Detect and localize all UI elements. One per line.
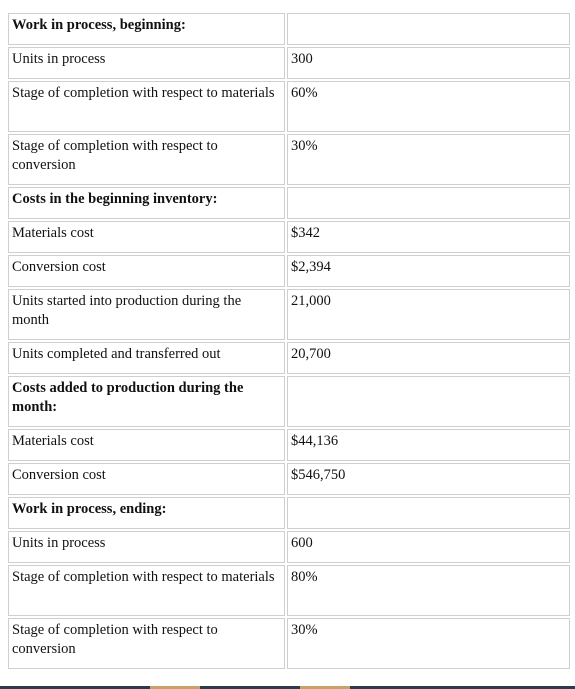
value-cell: $342 xyxy=(286,221,570,253)
value-cell: $44,136 xyxy=(286,429,570,461)
table-row: Stage of completion with respect to mate… xyxy=(8,565,570,616)
label-cell: Stage of completion with respect to mate… xyxy=(8,565,285,616)
value-cell xyxy=(286,376,570,427)
bottom-bar-segment xyxy=(150,686,200,689)
value-cell: 600 xyxy=(286,531,570,563)
section-heading: Costs in the beginning inventory: xyxy=(8,187,285,219)
table-row: Stage of completion with respect to conv… xyxy=(8,134,570,185)
production-data-table: Work in process, beginning: Units in pro… xyxy=(6,11,572,671)
table-row: Stage of completion with respect to mate… xyxy=(8,81,570,132)
value-cell xyxy=(286,187,570,219)
table-row: Materials cost $44,136 xyxy=(8,429,570,461)
table-row: Costs in the beginning inventory: xyxy=(8,187,570,219)
table-row: Work in process, beginning: xyxy=(8,13,570,45)
label-cell: Units in process xyxy=(8,531,285,563)
value-cell xyxy=(286,13,570,45)
label-cell: Conversion cost xyxy=(8,255,285,287)
value-cell: 30% xyxy=(286,134,570,185)
table-row: Units in process 600 xyxy=(8,531,570,563)
table-row: Stage of completion with respect to conv… xyxy=(8,618,570,669)
label-cell: Stage of completion with respect to conv… xyxy=(8,618,285,669)
label-cell: Materials cost xyxy=(8,429,285,461)
value-cell: 80% xyxy=(286,565,570,616)
table-row: Units in process 300 xyxy=(8,47,570,79)
table-row: Conversion cost $2,394 xyxy=(8,255,570,287)
label-cell: Units started into production during the… xyxy=(8,289,285,340)
table-row: Costs added to production during the mon… xyxy=(8,376,570,427)
label-cell: Conversion cost xyxy=(8,463,285,495)
value-cell xyxy=(286,497,570,529)
table-row: Materials cost $342 xyxy=(8,221,570,253)
label-cell: Units in process xyxy=(8,47,285,79)
value-cell: 60% xyxy=(286,81,570,132)
section-heading: Work in process, ending: xyxy=(8,497,285,529)
value-cell: $546,750 xyxy=(286,463,570,495)
label-cell: Materials cost xyxy=(8,221,285,253)
table-row: Units started into production during the… xyxy=(8,289,570,340)
label-cell: Units completed and transferred out xyxy=(8,342,285,374)
bottom-bar-segment xyxy=(300,686,350,689)
table-row: Units completed and transferred out 20,7… xyxy=(8,342,570,374)
table-row: Work in process, ending: xyxy=(8,497,570,529)
label-cell: Stage of completion with respect to mate… xyxy=(8,81,285,132)
value-cell: 21,000 xyxy=(286,289,570,340)
section-heading: Work in process, beginning: xyxy=(8,13,285,45)
table-row: Conversion cost $546,750 xyxy=(8,463,570,495)
value-cell: $2,394 xyxy=(286,255,570,287)
value-cell: 20,700 xyxy=(286,342,570,374)
bottom-edge-bar xyxy=(0,686,575,689)
section-heading: Costs added to production during the mon… xyxy=(8,376,285,427)
value-cell: 300 xyxy=(286,47,570,79)
value-cell: 30% xyxy=(286,618,570,669)
label-cell: Stage of completion with respect to conv… xyxy=(8,134,285,185)
